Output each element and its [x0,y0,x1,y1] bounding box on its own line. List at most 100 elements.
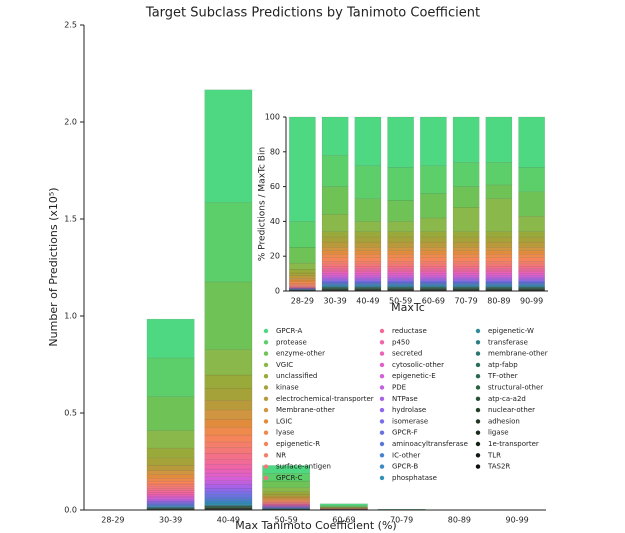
bar-segment [289,283,316,286]
bar-segment [146,477,195,482]
bar-segment [485,266,513,269]
bar-segment [204,480,253,485]
bar-segment [354,165,382,199]
bar-segment [354,221,382,232]
bar-segment [289,262,316,270]
bar-segment [321,266,349,269]
bar-segment [452,273,480,276]
inset-x-axis-label: MaxTc [391,301,425,314]
bar-segment [204,472,253,478]
legend-marker [379,441,385,447]
bar-segment [289,272,316,276]
bar-segment [354,254,382,258]
bar-segment [354,274,382,278]
legend-marker [475,419,481,424]
bar-segment [204,374,253,389]
bar-segment [485,247,513,252]
legend-marker [379,374,385,379]
bar-segment [204,468,253,474]
bar-segment [289,247,316,264]
bar-segment [204,434,253,443]
x-tick-label: 90-99 [520,297,543,306]
legend-marker [263,385,269,390]
bar-segment [518,273,545,276]
x-axis-label: Max Tanimoto Coefficient (%) [235,519,396,532]
bar-segment [485,116,513,163]
bar-segment [452,247,480,252]
bar-segment [452,236,480,243]
bar-segment [485,263,513,267]
bar-segment [485,273,513,276]
y-tick-label: 80 [270,147,280,156]
bar-segment [354,198,382,222]
x-tick-label: 30-39 [159,516,182,525]
bar-segment [204,484,253,489]
bar-segment [485,254,513,258]
bar-segment [387,241,414,248]
bar-segment [452,207,480,232]
bar-segment [321,278,349,280]
bar-segment [518,278,545,280]
bar-segment [387,278,414,280]
bar-segment [146,465,195,471]
bar-segment [204,476,253,481]
legend-label: aminoacyltransferase [392,440,468,448]
y-tick-label: 60 [270,182,280,191]
bar-segment [387,200,414,222]
bar-segment [262,491,311,495]
legend-label: adhesion [488,417,520,425]
bar-segment [204,399,253,411]
chart-title: Target Subclass Predictions by Tanimoto … [145,6,480,21]
bar-segment [387,257,414,262]
bar-segment [420,165,447,194]
bar-segment [518,191,545,217]
bar-segment [146,357,195,397]
bar-segment [262,495,311,498]
bar-segment [289,279,316,282]
legend-label: electrochemical-transporter [276,395,374,403]
bar-segment [262,493,311,497]
bar-segment [204,500,253,504]
bar-segment [146,396,195,431]
bar-segment [289,269,316,274]
legend-marker [475,464,481,469]
bar-segment [146,480,195,485]
legend-label: phosphatase [392,474,437,482]
legend-label: structural-other [488,384,543,392]
y-tick-label: 40 [270,217,280,226]
bar-segment [289,278,316,281]
legend-label: p450 [392,338,410,346]
x-tick-label: 50-59 [389,297,412,306]
bar-segment [452,254,480,258]
bar-segment [354,269,382,272]
x-tick-label: 60-69 [422,297,445,306]
bar-segment [289,275,316,279]
legend-label: IC-other [392,451,420,459]
bar-segment [452,186,480,208]
bar-segment [204,409,253,420]
legend-marker [263,441,269,447]
legend-label: VGIC [276,361,293,369]
x-tick-label: 30-39 [324,297,347,306]
legend-label: hydrolase [392,406,426,414]
bar-segment [518,236,545,243]
bar-segment [387,261,414,265]
bar-segment [204,453,253,460]
legend-label: epigenetic-E [392,372,436,380]
bar-segment [387,236,414,243]
bar-segment [387,247,414,252]
bar-segment [354,273,382,276]
bar-segment [354,276,382,279]
bar-segment [485,271,513,274]
bar-segment [146,457,195,466]
bar-segment [354,250,382,255]
bar-segment [485,278,513,280]
x-tick-label: 40-49 [217,516,240,525]
bar-segment [485,236,513,243]
bar-segment [452,241,480,248]
bar-segment [420,266,447,269]
bar-segment [387,276,414,279]
bar-segment [321,274,349,278]
bar-segment [452,116,480,163]
bar-segment [204,464,253,470]
